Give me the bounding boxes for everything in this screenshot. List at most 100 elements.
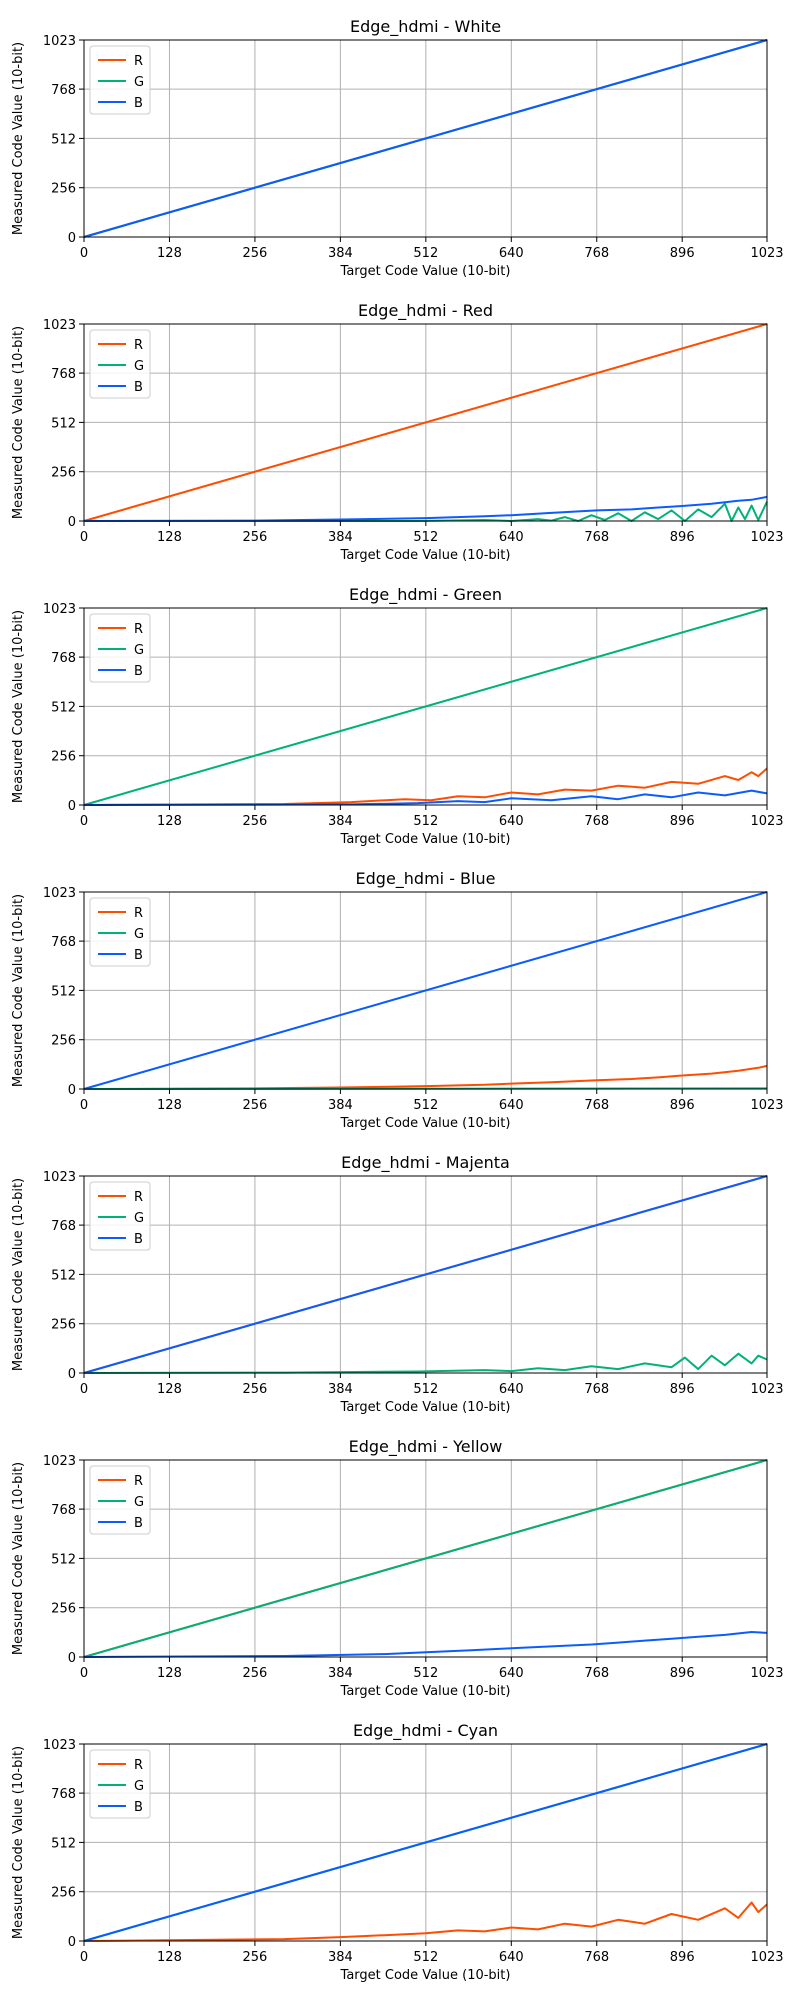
x-axis-label: Target Code Value (10-bit) [340, 1684, 511, 1699]
x-tick-label: 0 [80, 814, 88, 829]
x-tick-label: 768 [584, 530, 609, 545]
y-tick-label: 256 [51, 1886, 76, 1901]
y-tick-label: 512 [51, 132, 76, 147]
legend-label: B [134, 664, 143, 679]
x-tick-label: 640 [499, 1382, 524, 1397]
series-line-b [83, 1743, 768, 1942]
y-tick-label: 0 [68, 231, 76, 246]
legend-label: G [134, 359, 144, 374]
x-tick-label: 128 [157, 246, 182, 261]
x-tick-label: 384 [328, 1382, 353, 1397]
x-tick-label: 128 [157, 530, 182, 545]
x-tick-label: 384 [328, 1666, 353, 1681]
x-tick-label: 1023 [750, 1382, 783, 1397]
series-line-b [83, 39, 768, 238]
legend-label: B [134, 1232, 143, 1247]
x-tick-label: 1023 [750, 1666, 783, 1681]
legend-label: G [134, 75, 144, 90]
x-tick-label: 256 [243, 814, 268, 829]
series-line-r [83, 1901, 768, 1942]
chart-title: Edge_hdmi - White [350, 17, 501, 37]
x-tick-label: 896 [670, 814, 695, 829]
x-tick-label: 1023 [750, 1098, 783, 1113]
x-tick-label: 256 [243, 1950, 268, 1965]
x-tick-label: 768 [584, 1098, 609, 1113]
x-tick-label: 768 [584, 814, 609, 829]
x-tick-label: 512 [413, 1098, 438, 1113]
legend: RGB [89, 329, 151, 399]
x-tick-label: 896 [670, 1098, 695, 1113]
series-line-r [83, 1064, 768, 1090]
chart-panel: Edge_hdmi - Majenta 0 128 256 384 512 640 768 89… [11, 1153, 784, 1415]
x-tick-label: 128 [157, 1382, 182, 1397]
chart-panel: Edge_hdmi - Red 0 128 256 384 512 640 768 896 102… [11, 301, 784, 563]
x-tick-label: 0 [80, 246, 88, 261]
series-line-g [83, 1459, 768, 1658]
x-tick-label: 0 [80, 1382, 88, 1397]
y-tick-label: 256 [51, 1602, 76, 1617]
x-axis-label: Target Code Value (10-bit) [340, 1400, 511, 1415]
y-tick-label: 512 [51, 1836, 76, 1851]
x-tick-label: 256 [243, 1382, 268, 1397]
y-axis-label: Measured Code Value (10-bit) [11, 610, 26, 803]
x-tick-label: 640 [499, 1950, 524, 1965]
x-tick-label: 256 [243, 1098, 268, 1113]
legend-label: B [134, 380, 143, 395]
y-tick-label: 768 [51, 651, 76, 666]
chart-panel: Edge_hdmi - Blue 0 128 256 384 512 640 768 896 10… [11, 869, 784, 1131]
x-tick-label: 384 [328, 246, 353, 261]
x-tick-label: 512 [413, 530, 438, 545]
legend-label: R [134, 1758, 143, 1773]
x-tick-label: 0 [80, 530, 88, 545]
x-tick-label: 1023 [750, 246, 783, 261]
series-line-r [83, 323, 768, 522]
legend-label: R [134, 1190, 143, 1205]
legend: RGB [89, 613, 151, 683]
x-tick-label: 640 [499, 530, 524, 545]
chart-title: Edge_hdmi - Red [358, 301, 493, 321]
x-tick-label: 256 [243, 1666, 268, 1681]
x-tick-label: 128 [157, 1098, 182, 1113]
x-tick-label: 896 [670, 530, 695, 545]
legend-label: G [134, 1779, 144, 1794]
y-tick-label: 768 [51, 83, 76, 98]
x-tick-label: 640 [499, 1666, 524, 1681]
chart-title: Edge_hdmi - Green [349, 585, 502, 605]
x-tick-label: 512 [413, 1950, 438, 1965]
x-tick-label: 768 [584, 246, 609, 261]
y-tick-label: 768 [51, 1219, 76, 1234]
x-tick-label: 512 [413, 1382, 438, 1397]
x-tick-label: 896 [670, 246, 695, 261]
series-line-b [83, 1631, 768, 1658]
chart-title: Edge_hdmi - Majenta [341, 1153, 510, 1173]
x-tick-label: 896 [670, 1950, 695, 1965]
x-tick-label: 0 [80, 1666, 88, 1681]
x-axis-label: Target Code Value (10-bit) [340, 832, 511, 847]
legend-label: R [134, 1474, 143, 1489]
x-tick-label: 768 [584, 1382, 609, 1397]
x-tick-label: 896 [670, 1382, 695, 1397]
chart-panel: Edge_hdmi - White 0 128 256 384 512 640 768 896 1… [11, 17, 784, 279]
y-tick-label: 512 [51, 984, 76, 999]
x-axis-label: Target Code Value (10-bit) [340, 548, 511, 563]
y-tick-label: 768 [51, 1503, 76, 1518]
x-tick-label: 384 [328, 530, 353, 545]
legend-label: G [134, 1495, 144, 1510]
x-tick-label: 384 [328, 1098, 353, 1113]
series-line-r [83, 767, 768, 806]
x-tick-label: 0 [80, 1950, 88, 1965]
series-line-b [83, 789, 768, 806]
legend-label: B [134, 96, 143, 111]
y-tick-label: 0 [68, 1935, 76, 1950]
y-tick-label: 1023 [43, 1738, 76, 1753]
y-tick-label: 0 [68, 1651, 76, 1666]
x-tick-label: 128 [157, 1666, 182, 1681]
x-tick-label: 768 [584, 1666, 609, 1681]
y-tick-label: 512 [51, 1552, 76, 1567]
x-tick-label: 128 [157, 1950, 182, 1965]
legend: RGB [89, 1181, 151, 1251]
chart-title: Edge_hdmi - Yellow [349, 1437, 503, 1457]
legend: RGB [89, 1465, 151, 1535]
legend: RGB [89, 45, 151, 115]
